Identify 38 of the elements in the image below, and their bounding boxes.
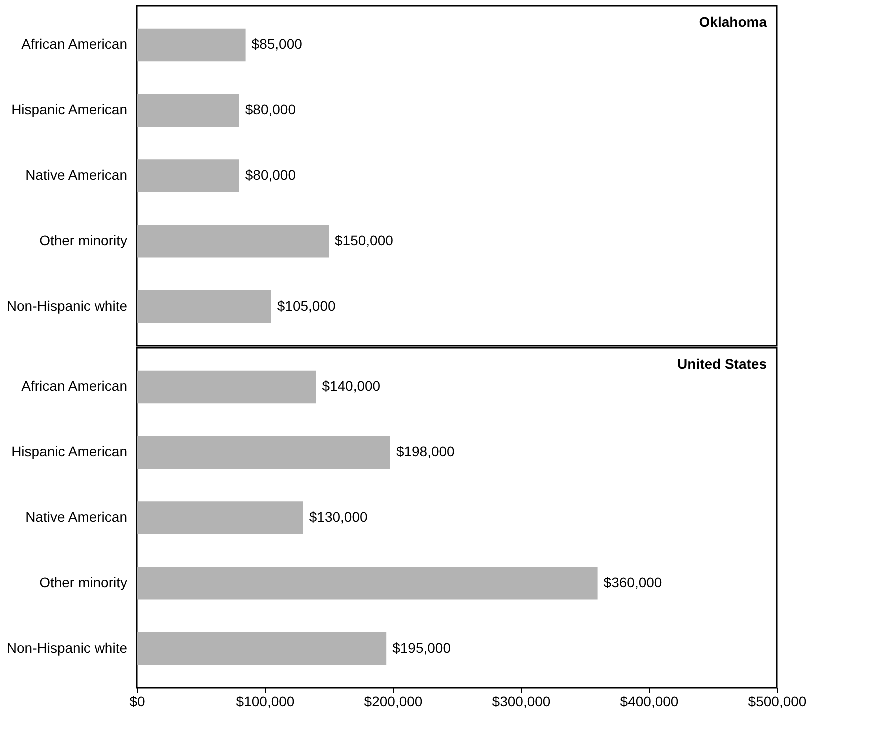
y-tick-label: African American: [22, 378, 128, 394]
data-label: $195,000: [392, 640, 452, 656]
bar: [137, 502, 304, 534]
bar: [137, 225, 329, 258]
y-tick-label: Non-Hispanic white: [6, 298, 128, 314]
x-tick-label: $100,000: [236, 694, 295, 710]
y-tick-label: Hispanic American: [12, 444, 128, 460]
data-label: $360,000: [604, 574, 662, 590]
text: United States: [678, 356, 768, 372]
bar: [137, 94, 240, 127]
data-label: $80,000: [245, 167, 296, 183]
x-tick-label: $200,000: [364, 694, 423, 710]
x-tick-label: $0: [130, 694, 146, 710]
bar: [137, 290, 272, 324]
x-tick-label: $300,000: [492, 694, 551, 710]
y-tick-label: African American: [22, 36, 128, 52]
bar: [137, 370, 316, 404]
data-label: $130,000: [309, 509, 368, 525]
x-tick-label: $500,000: [748, 694, 807, 710]
data-label: $80,000: [245, 102, 296, 118]
y-tick-label: Native American: [26, 509, 128, 525]
y-tick-label: Native American: [26, 167, 128, 183]
bar: [137, 28, 246, 62]
data-label: $105,000: [277, 298, 336, 314]
bar: [137, 160, 240, 192]
text: Oklahoma: [699, 14, 768, 30]
data-label: $140,000: [322, 378, 381, 394]
y-tick-label: Other minority: [40, 574, 128, 590]
y-tick-label: Other minority: [40, 232, 128, 248]
bar: [137, 632, 387, 666]
data-label: $150,000: [335, 232, 394, 248]
x-tick-label: $400,000: [620, 694, 679, 710]
bar: [137, 567, 598, 600]
y-tick-label: Hispanic American: [12, 102, 128, 118]
bar: [137, 436, 390, 469]
data-label: $85,000: [252, 36, 303, 52]
y-tick-label: Non-Hispanic white: [6, 640, 128, 656]
data-label: $198,000: [396, 444, 456, 460]
